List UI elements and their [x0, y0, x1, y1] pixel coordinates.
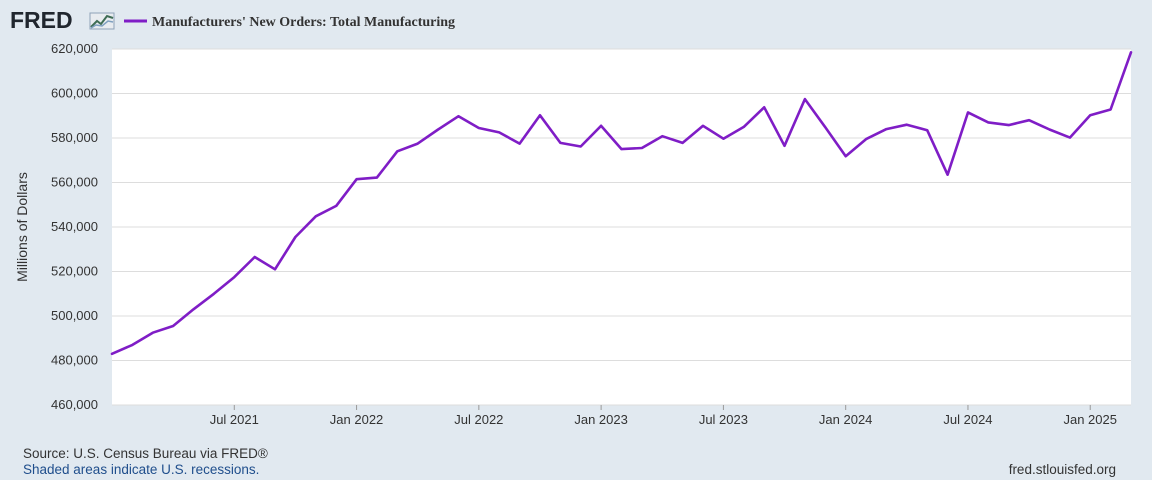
y-tick-label: 480,000 — [51, 353, 98, 368]
y-tick-label: 460,000 — [51, 397, 98, 412]
x-axis-tick-labels: Jul 2021 Jan 2022 Jul 2022 Jan 2023 Jul 2023… — [210, 412, 1117, 427]
series-line[interactable] — [110, 50, 1133, 356]
x-tick-label: Jul 2021 — [210, 412, 259, 427]
x-tick-label: Jan 2024 — [819, 412, 873, 427]
x-tick-label: Jan 2025 — [1063, 412, 1117, 427]
legend-label[interactable]: Manufacturers' New Orders: Total Manufac… — [152, 15, 455, 30]
x-axis-ticks — [233, 405, 1091, 410]
source-text: Source: U.S. Census Bureau via FRED® — [23, 446, 268, 461]
y-tick-label: 560,000 — [51, 175, 98, 190]
x-tick-label: Jul 2023 — [699, 412, 748, 427]
x-tick-label: Jan 2023 — [574, 412, 628, 427]
y-tick-label: 520,000 — [51, 264, 98, 279]
x-tick-label: Jul 2024 — [943, 412, 992, 427]
chart-line-icon — [89, 12, 115, 30]
fred-logo-text[interactable]: FRED — [10, 7, 73, 33]
y-tick-label: 580,000 — [51, 130, 98, 145]
y-tick-label: 600,000 — [51, 86, 98, 101]
y-tick-label: 500,000 — [51, 308, 98, 323]
series-layer — [110, 50, 1133, 356]
x-tick-label: Jul 2022 — [454, 412, 503, 427]
y-axis-title: Millions of Dollars — [14, 172, 30, 282]
site-url[interactable]: fred.stlouisfed.org — [1009, 462, 1116, 477]
y-tick-label: 620,000 — [51, 41, 98, 56]
y-tick-label: 540,000 — [51, 219, 98, 234]
recession-note-link[interactable]: Shaded areas indicate U.S. recessions. — [23, 462, 259, 477]
gridlines — [112, 48, 1131, 406]
x-tick-label: Jan 2022 — [330, 412, 384, 427]
y-axis-tick-labels: 460,000 480,000 500,000 520,000 540,000 560,0… — [51, 41, 98, 412]
